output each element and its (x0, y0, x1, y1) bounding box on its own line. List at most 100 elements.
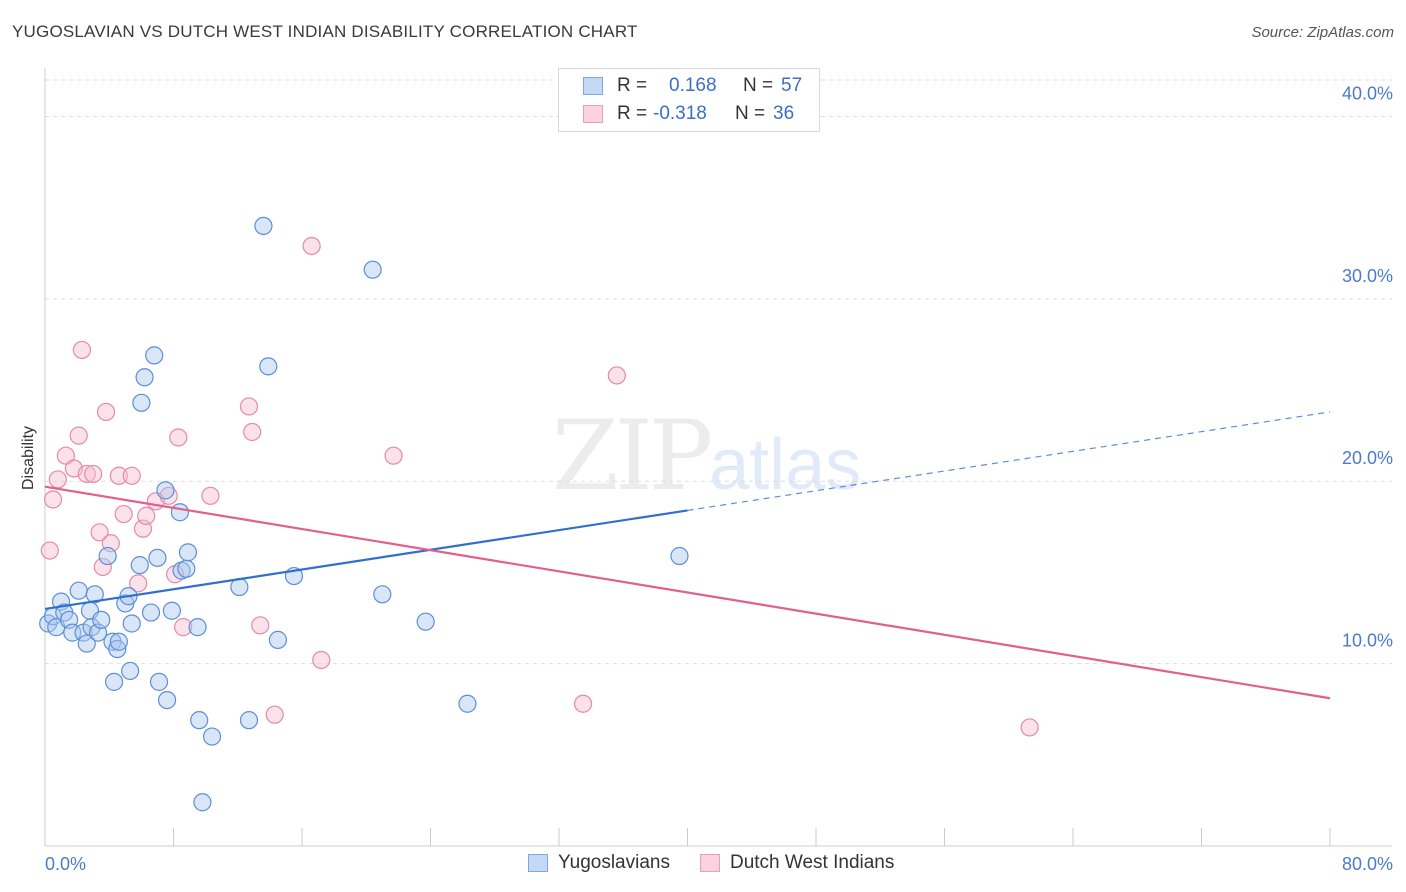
yugoslavians-point (268, 630, 288, 650)
dutch-west-indians-point (90, 523, 109, 542)
yugoslavians-point (162, 601, 181, 620)
yugoslavians-trend-extension (687, 411, 1331, 512)
yugoslavians-point (148, 548, 167, 567)
yugoslavians-point (121, 661, 140, 681)
x-tick-label: 80.0% (1342, 854, 1393, 874)
yugoslavians-point (259, 357, 278, 376)
dutch-west-indians-point (84, 464, 103, 484)
chart-title: YUGOSLAVIAN VS DUTCH WEST INDIAN DISABIL… (12, 22, 638, 41)
y-tick-label: 20.0% (1342, 448, 1393, 468)
legend-item-yugoslavians[interactable]: Yugoslavians (528, 852, 670, 874)
pink-swatch (699, 854, 720, 872)
yugoslavians-point (135, 368, 154, 387)
yugoslavians-point (670, 546, 689, 566)
yugoslavians-point (130, 556, 149, 575)
yugoslavians-point (149, 672, 169, 691)
dutch-west-indians-point (48, 470, 67, 489)
dutch-west-indians-point (137, 506, 156, 525)
y-tick-label: 30.0% (1342, 266, 1393, 286)
n-label: N = (743, 75, 774, 96)
dutch-west-indians-point (1020, 718, 1039, 737)
r-value: 0.168 (669, 75, 717, 96)
legend-label: Yugoslavians (558, 852, 670, 873)
r-label: R = (617, 75, 648, 96)
yugoslavians-point (373, 585, 392, 604)
dutch-west-indians-point (384, 446, 403, 465)
dutch-west-indians-point (607, 366, 626, 385)
yugoslavians-point (141, 603, 161, 622)
legend-item-dutch-west-indians[interactable]: Dutch West Indians (699, 852, 895, 874)
r-value: -0.318 (653, 103, 707, 124)
dutch-west-indians-point (40, 541, 59, 560)
dutch-west-indians-point (265, 705, 284, 724)
pink-swatch (583, 105, 603, 123)
dutch-west-indians-point (114, 504, 133, 524)
dutch-west-indians-point (129, 574, 148, 593)
yugoslavians-point (104, 672, 124, 691)
y-axis-title: Disability (20, 426, 37, 490)
yugoslavians-point (69, 581, 88, 600)
watermark-zip: ZIP (552, 400, 713, 512)
legend-label: Dutch West Indians (729, 852, 895, 873)
dutch-west-indians-point (43, 490, 63, 509)
dutch-west-indians-point (96, 402, 116, 422)
dutch-west-indians-point (243, 422, 262, 442)
dutch-west-indians-point (72, 340, 92, 360)
yugoslavians-point (156, 481, 175, 500)
yugoslavians-point (416, 612, 435, 631)
yugoslavians-point (98, 546, 117, 566)
dutch-west-indians-point (312, 650, 331, 670)
yugoslavians-point (188, 618, 207, 637)
yugoslavians-point (190, 711, 209, 730)
yugoslavians-trend-line (44, 509, 688, 610)
r-label: R = (617, 103, 648, 124)
yugoslavians-point (145, 346, 164, 365)
yugoslavians-point (202, 727, 222, 746)
dutch-west-indians-point (122, 466, 141, 485)
yugoslavians-point (193, 793, 212, 812)
yugoslavians-point (239, 711, 259, 730)
yugoslavians-point (170, 503, 190, 522)
watermark: ZIPatlas (552, 400, 861, 512)
dutch-west-indians-trend-line (44, 485, 1331, 700)
yugoslavians-point (109, 632, 128, 651)
yugoslavians-point (122, 614, 141, 633)
dutch-west-indians-point (169, 428, 188, 447)
yugoslavians-point (458, 694, 477, 713)
legend-row-dutch-west-indians: R = -0.318 N = 36 (583, 101, 794, 127)
dutch-west-indians-point (109, 466, 128, 485)
stats-legend: R = 0.168 N = 57 R = -0.318 N = 36 (558, 68, 820, 132)
dutch-west-indians-point (239, 397, 259, 416)
n-label: N = (735, 103, 766, 124)
yugoslavians-point (178, 543, 198, 562)
yugoslavians-point (92, 610, 111, 629)
dutch-west-indians-points (40, 236, 1039, 737)
yugoslavians-point (132, 393, 151, 412)
yugoslavians-point (157, 690, 177, 710)
legend-row-yugoslavians: R = 0.168 N = 57 (583, 73, 802, 99)
dutch-west-indians-point (159, 486, 178, 505)
blue-swatch (528, 854, 548, 872)
axes (44, 68, 1392, 847)
tick-labels: 10.0% 20.0% 30.0% 40.0% 0.0% 80.0% (45, 83, 1393, 874)
series-legend: Yugoslavians Dutch West Indians (528, 852, 924, 874)
yugoslavians-point (363, 260, 382, 279)
x-tick-label: 0.0% (45, 854, 86, 874)
gridlines (45, 79, 1392, 665)
dutch-west-indians-point (573, 694, 593, 713)
yugoslavians-point (177, 559, 196, 578)
dutch-west-indians-point (77, 464, 96, 484)
yugoslavians-point (85, 585, 104, 604)
dutch-west-indians-point (174, 618, 193, 637)
dutch-west-indians-point (69, 426, 88, 445)
dutch-west-indians-point (201, 486, 220, 505)
y-tick-label: 40.0% (1342, 83, 1393, 103)
y-tick-label: 10.0% (1342, 631, 1393, 651)
yugoslavians-points (39, 216, 689, 812)
watermark-atlas: atlas (709, 425, 862, 505)
dutch-west-indians-point (302, 236, 321, 256)
yugoslavians-point (77, 634, 96, 653)
trend-lines (44, 411, 1331, 700)
n-value: 57 (781, 75, 803, 96)
